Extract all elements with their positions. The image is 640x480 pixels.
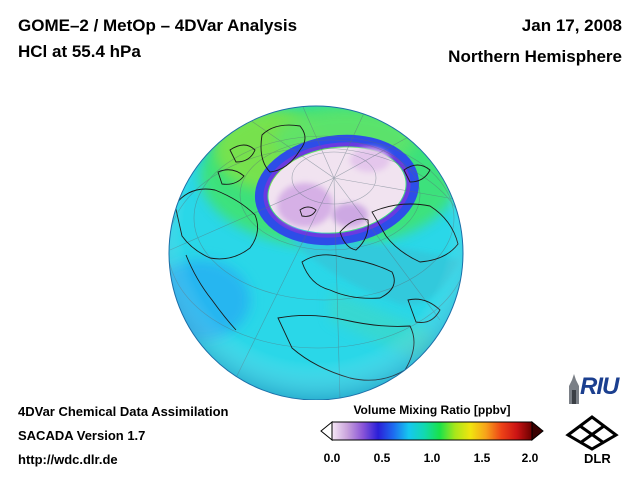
colorbar-tick: 1.5	[473, 451, 491, 465]
colorbar-title: Volume Mixing Ratio [ppbv]	[353, 403, 511, 417]
footer-assimilation: 4DVar Chemical Data Assimilation	[18, 404, 229, 419]
colorbar-min-arrow	[320, 420, 333, 442]
riu-logo-text: RIU	[580, 373, 619, 400]
colorbar-tick: 0.5	[373, 451, 391, 465]
dlr-logo-icon	[565, 415, 619, 451]
globe-field	[169, 106, 463, 400]
map-subtitle: HCl at 55.4 hPa	[18, 42, 141, 61]
footer-url[interactable]: http://wdc.dlr.de	[18, 452, 118, 467]
dlr-logo-text: DLR	[584, 451, 611, 466]
hemisphere-label: Northern Hemisphere	[448, 47, 622, 66]
colorbar-tick: 2.0	[521, 451, 539, 465]
colorbar-tick: 1.0	[423, 451, 441, 465]
colorbar-bar	[331, 421, 533, 441]
globe-map	[168, 105, 464, 400]
footer-version: SACADA Version 1.7	[18, 428, 146, 443]
analysis-date: Jan 17, 2008	[521, 16, 622, 35]
colorbar-tick: 0.0	[323, 451, 341, 465]
colorbar-max-arrow	[531, 420, 544, 442]
riu-logo-icon	[569, 374, 579, 404]
map-title: GOME–2 / MetOp – 4DVar Analysis	[18, 16, 298, 35]
colorbar	[320, 420, 544, 442]
